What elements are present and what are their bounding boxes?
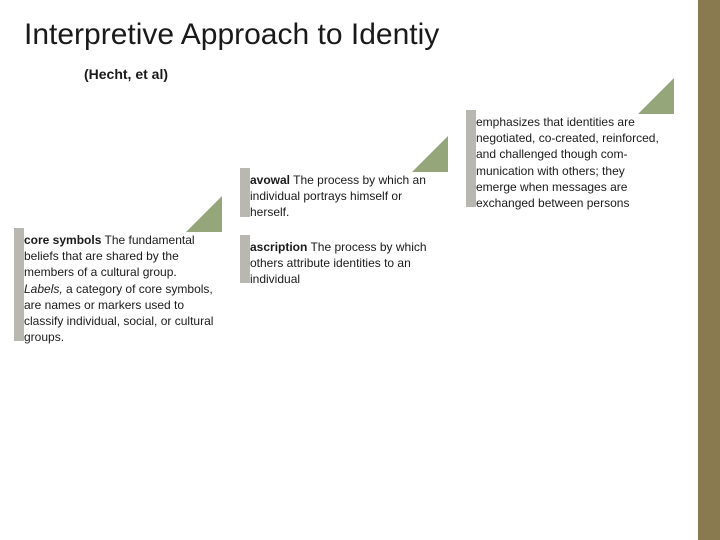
core-symbols-term: core symbols [24, 233, 101, 247]
corner-left-bar [14, 228, 24, 341]
sidebar-accent-stripe [698, 0, 720, 540]
column-middle: avowal The process by which an individua… [250, 172, 440, 301]
block-core-symbols: core symbols The fun­damental beliefs th… [24, 232, 214, 345]
columns-container: core symbols The fun­damental beliefs th… [24, 172, 680, 359]
corner-left-bar [240, 168, 250, 217]
block-avowal: avowal The process by which an individua… [250, 172, 440, 221]
emphasizes-text: emphasizes that identities are negotiate… [476, 114, 666, 211]
slide-subtitle: (Hecht, et al) [84, 66, 680, 82]
block-emphasizes: emphasizes that identities are negotiate… [476, 114, 666, 211]
slide-title: Interpretive Approach to Identiy [24, 18, 680, 52]
column-left: core symbols The fun­damental beliefs th… [24, 232, 214, 359]
corner-left-bar [240, 235, 250, 284]
column-right: emphasizes that identities are negotiate… [476, 114, 666, 225]
corner-top-icon [412, 136, 448, 172]
avowal-term: avowal [250, 173, 290, 187]
corner-top-icon [638, 78, 674, 114]
avowal-text: avowal The process by which an individua… [250, 172, 440, 221]
core-symbols-text: core symbols The fun­damental beliefs th… [24, 232, 214, 345]
slide-content: Interpretive Approach to Identiy (Hecht,… [0, 0, 720, 379]
ascription-term: ascription [250, 240, 307, 254]
core-symbols-ital: Labels, [24, 282, 63, 296]
block-ascription: ascription The process by which others a… [250, 239, 440, 288]
ascription-text: ascription The process by which others a… [250, 239, 440, 288]
corner-left-bar [466, 110, 476, 207]
corner-top-icon [186, 196, 222, 232]
